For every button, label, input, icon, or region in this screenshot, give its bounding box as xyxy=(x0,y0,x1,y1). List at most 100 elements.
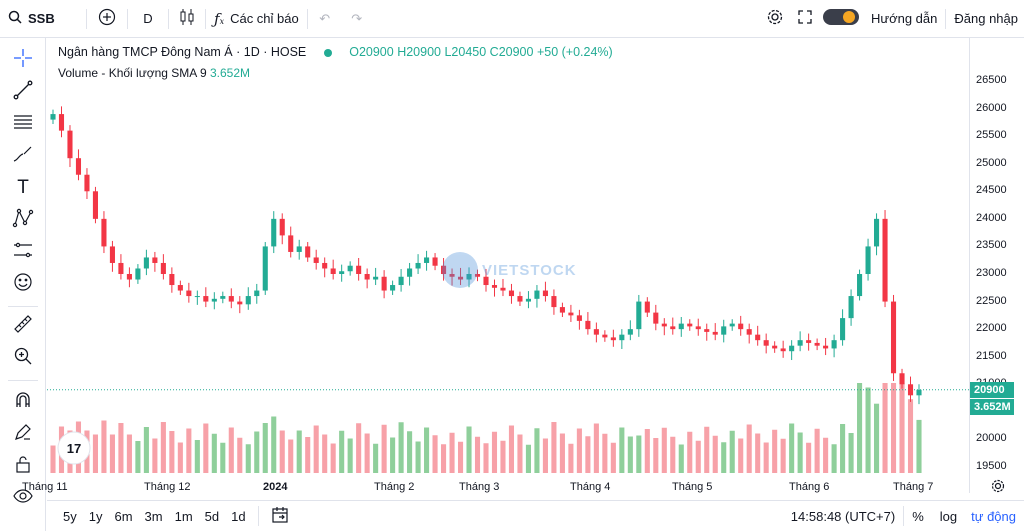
volume-bar xyxy=(857,383,863,473)
indicators-label: Các chỉ báo xyxy=(230,11,299,26)
candle-body xyxy=(610,337,616,341)
chart-pane[interactable]: 17 xyxy=(47,38,969,493)
volume-bar xyxy=(415,441,421,473)
volume-bar xyxy=(729,430,735,473)
redo-icon: ↷ xyxy=(351,10,363,26)
lock-tool[interactable] xyxy=(8,452,38,480)
log-toggle[interactable]: log xyxy=(939,508,958,524)
chart-type-button[interactable] xyxy=(169,0,205,37)
login-button[interactable]: Đăng nhập xyxy=(946,0,1024,37)
range-1d[interactable]: 1d xyxy=(231,508,246,524)
indicators-button[interactable]: ƒx Các chỉ báo xyxy=(206,0,307,37)
crosshair-tool[interactable] xyxy=(8,46,38,74)
candle-body xyxy=(806,340,812,343)
trendline-tool[interactable] xyxy=(8,78,38,106)
settings-button[interactable] xyxy=(759,0,791,37)
interval-button[interactable]: D xyxy=(128,0,168,37)
volume-bar xyxy=(466,426,472,473)
auto-toggle[interactable]: tự động xyxy=(971,508,1016,524)
candle-body xyxy=(364,274,370,280)
range-1m[interactable]: 1m xyxy=(174,508,193,524)
function-icon: ƒx xyxy=(214,9,225,28)
volume-bar xyxy=(525,444,531,473)
candle-body xyxy=(254,290,260,297)
candle-body xyxy=(882,218,888,302)
range-5d[interactable]: 5d xyxy=(204,508,220,524)
symbol-search[interactable]: SSB xyxy=(0,0,86,37)
volume-bar xyxy=(288,439,294,473)
range-6m[interactable]: 6m xyxy=(114,508,133,524)
volume-bar xyxy=(457,441,464,473)
volume-bar xyxy=(186,428,192,473)
axis-settings-button[interactable] xyxy=(991,479,1005,498)
volume-bar xyxy=(211,433,217,473)
guide-link[interactable]: Hướng dẫn xyxy=(863,0,945,37)
magnet-tool[interactable] xyxy=(8,388,38,416)
volume-bar xyxy=(432,435,438,473)
price-tick-label: 20000 xyxy=(976,432,1007,445)
candle-body xyxy=(619,334,625,341)
volume-bar xyxy=(203,423,209,473)
fib-tool[interactable] xyxy=(8,110,38,138)
tradingview-logo[interactable]: 17 xyxy=(57,431,91,465)
drawing-mode-tool[interactable] xyxy=(8,420,38,448)
projection-tool[interactable] xyxy=(8,238,38,266)
volume-bar xyxy=(593,423,599,473)
theme-toggle[interactable] xyxy=(819,0,863,37)
volume-value: 3.652M xyxy=(209,66,251,80)
volume-bar xyxy=(160,422,166,473)
volume-bar xyxy=(746,424,752,473)
visibility-tool[interactable] xyxy=(8,484,38,512)
fullscreen-icon xyxy=(798,10,812,27)
candle-body xyxy=(152,257,158,263)
candle-body xyxy=(814,342,820,346)
goto-date-button[interactable] xyxy=(265,506,295,527)
pattern-tool[interactable] xyxy=(8,206,38,234)
candle-body xyxy=(534,290,540,299)
price-axis[interactable]: 26500 26000 25500 25000 24500 24000 23500 23000… xyxy=(969,38,1024,493)
pattern-icon xyxy=(12,208,34,233)
text-tool[interactable]: T xyxy=(8,174,38,202)
volume-bar xyxy=(245,444,251,473)
candle-body xyxy=(356,265,362,274)
clock-label[interactable]: 14:58:48 (UTC+7) xyxy=(790,508,896,524)
candle-body xyxy=(75,158,82,175)
divider xyxy=(127,8,128,29)
compare-button[interactable] xyxy=(87,0,127,37)
candle-body xyxy=(58,114,65,131)
zoom-tool[interactable] xyxy=(8,344,38,372)
watermark-logo: VIETSTOCK xyxy=(442,252,577,288)
candle-body xyxy=(602,334,608,338)
price-tick-label: 24000 xyxy=(976,211,1007,224)
candlestick-chart[interactable]: 17 xyxy=(47,38,969,493)
candle-body xyxy=(237,301,243,305)
range-5y[interactable]: 5y xyxy=(63,508,77,524)
volume-bar xyxy=(143,427,149,473)
candle-body xyxy=(415,262,421,269)
gear-icon xyxy=(991,479,1005,497)
undo-button[interactable]: ↶ xyxy=(308,0,342,37)
volume-bar xyxy=(483,443,489,473)
volume-bar xyxy=(610,442,616,473)
fullscreen-button[interactable] xyxy=(791,0,819,37)
redo-button[interactable]: ↷ xyxy=(342,0,372,37)
time-tick-label: Tháng 3 xyxy=(459,481,500,493)
svg-text:17: 17 xyxy=(67,441,81,456)
candle-body xyxy=(848,296,854,319)
candle-body xyxy=(135,268,141,280)
brush-tool[interactable] xyxy=(8,142,38,170)
symbol-title: Ngân hàng TMCP Đông Nam Á · 1D · HOSE xyxy=(58,45,307,59)
measure-tool[interactable] xyxy=(8,312,38,340)
candle-body xyxy=(661,323,667,327)
high-value: H20900 xyxy=(397,45,441,59)
range-1y[interactable]: 1y xyxy=(88,508,103,524)
percent-toggle[interactable]: % xyxy=(912,508,924,524)
candle-body xyxy=(296,246,302,252)
price-tick-label: 24500 xyxy=(976,184,1007,197)
emoji-tool[interactable] xyxy=(8,270,38,298)
volume-bar xyxy=(636,435,642,473)
last-price-badge: 20900 xyxy=(970,381,1014,398)
price-tick-label: 22000 xyxy=(976,322,1007,335)
eye-icon xyxy=(13,486,33,511)
range-3m[interactable]: 3m xyxy=(144,508,163,524)
